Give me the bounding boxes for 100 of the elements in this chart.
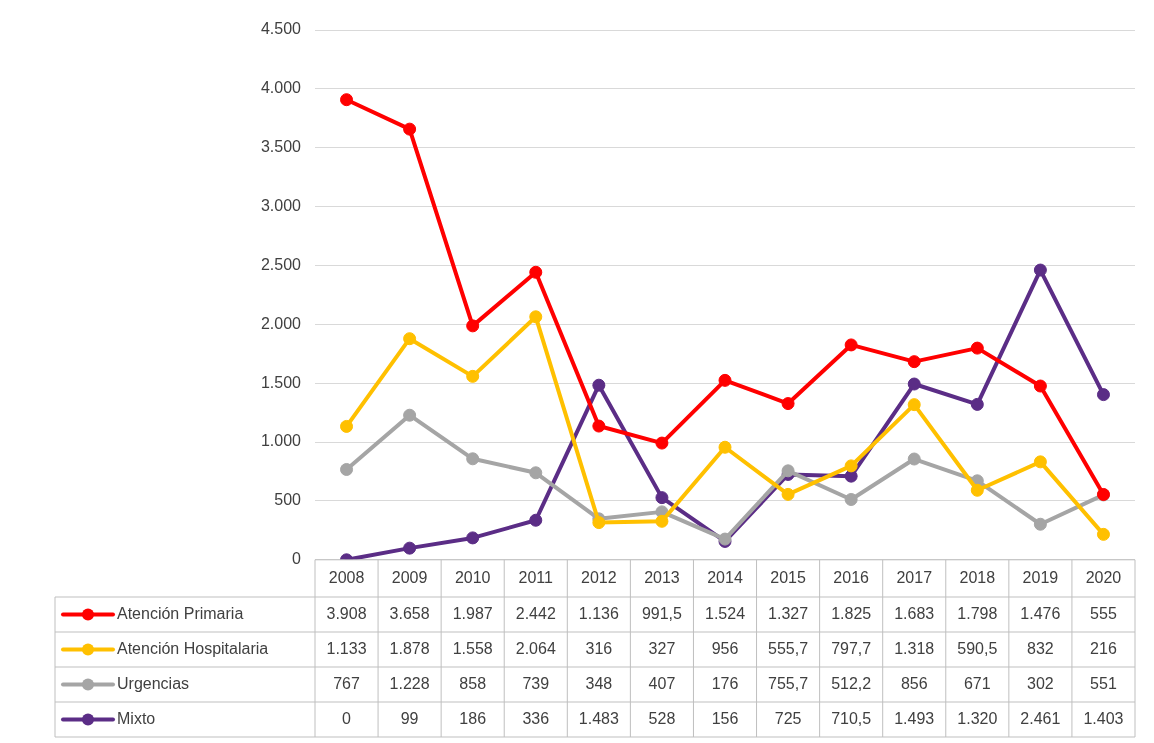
point [529, 310, 543, 324]
data-label: 739 [522, 674, 550, 692]
y-tick-label: 1.500 [260, 373, 302, 391]
point [1096, 527, 1110, 541]
data-label: 590,5 [957, 639, 998, 657]
data-label: 327 [648, 639, 676, 657]
point [655, 436, 669, 450]
data-label: 407 [648, 674, 676, 692]
data-label: 1.524 [704, 604, 746, 622]
y-tick-label: 3.500 [260, 138, 302, 156]
x-tick-label: 2020 [1085, 568, 1122, 586]
data-label: 1.136 [578, 604, 619, 622]
x-tick-label: 2008 [328, 568, 365, 586]
data-label: 1.987 [452, 604, 493, 622]
data-label: 528 [648, 709, 676, 727]
data-label: 555,7 [768, 639, 809, 657]
data-label: 2.442 [515, 604, 556, 622]
data-label: 1.320 [957, 709, 998, 727]
point [781, 487, 795, 501]
data-label: 1.483 [578, 709, 619, 727]
data-label: 1.476 [1020, 604, 1061, 622]
point [970, 483, 984, 497]
point [592, 419, 606, 433]
x-tick-label: 2017 [896, 568, 933, 586]
y-tick-label: 4.500 [260, 20, 302, 38]
data-label: 216 [1090, 639, 1117, 657]
point [970, 341, 984, 355]
data-label: 767 [333, 674, 360, 692]
data-label: 316 [585, 639, 613, 657]
y-tick-label: 1.000 [260, 432, 302, 450]
point [970, 397, 984, 411]
data-label: 99 [400, 709, 419, 727]
data-label: 856 [900, 674, 928, 692]
data-label: 156 [711, 709, 739, 727]
point [340, 419, 354, 433]
point [844, 469, 858, 483]
data-label: 858 [459, 674, 487, 692]
data-label: 186 [459, 709, 487, 727]
x-tick-label: 2012 [581, 568, 617, 586]
point [592, 516, 606, 530]
point [907, 355, 921, 369]
data-label: 551 [1090, 674, 1117, 692]
point [403, 541, 417, 555]
point [1033, 455, 1047, 469]
legend-label: Atención Primaria [117, 604, 244, 622]
x-tick-label: 2018 [959, 568, 996, 586]
y-tick-label: 0 [292, 550, 302, 568]
data-label: 512,2 [831, 674, 872, 692]
x-tick-label: 2014 [707, 568, 743, 586]
data-label: 710,5 [831, 709, 872, 727]
y-tick-label: 4.000 [260, 79, 302, 97]
point [1096, 388, 1110, 402]
point [718, 440, 732, 454]
point [844, 338, 858, 352]
point [1033, 517, 1047, 531]
data-label: 1.825 [831, 604, 872, 622]
point [781, 397, 795, 411]
point [403, 332, 417, 346]
point [529, 466, 543, 480]
data-label: 1.228 [389, 674, 430, 692]
data-label: 1.133 [326, 639, 367, 657]
data-label: 2.064 [515, 639, 556, 657]
point [844, 459, 858, 473]
data-label: 1.558 [452, 639, 493, 657]
point [466, 369, 480, 383]
point [907, 452, 921, 466]
data-label: 1.683 [894, 604, 935, 622]
point [340, 93, 354, 107]
point [466, 531, 480, 545]
point [844, 493, 858, 506]
point [466, 319, 480, 333]
x-tick-label: 2019 [1022, 568, 1059, 586]
legend-label: Atención Hospitalaria [117, 639, 269, 657]
point [1033, 263, 1047, 277]
data-label: 302 [1027, 674, 1054, 692]
data-label: 3.908 [326, 604, 367, 622]
x-tick-label: 2013 [644, 568, 680, 586]
legend-label: Mixto [117, 709, 156, 727]
data-label: 1.318 [894, 639, 935, 657]
point [529, 265, 543, 279]
point [466, 452, 480, 466]
x-tick-label: 2015 [770, 568, 806, 586]
point [403, 408, 417, 422]
x-tick-label: 2010 [454, 568, 491, 586]
point [592, 378, 606, 392]
point [655, 491, 669, 505]
data-label: 725 [774, 709, 802, 727]
data-label: 1.878 [389, 639, 430, 657]
data-label: 2.461 [1020, 709, 1061, 727]
point [907, 377, 921, 391]
y-tick-label: 2.500 [260, 255, 302, 273]
point [403, 122, 417, 136]
legend-label: Urgencias [117, 674, 190, 692]
data-label: 991,5 [641, 604, 683, 622]
data-label: 832 [1027, 639, 1054, 657]
point [340, 463, 354, 476]
data-label: 336 [522, 709, 550, 727]
point [1033, 379, 1047, 393]
point [529, 513, 543, 527]
data-label: 1.403 [1083, 709, 1124, 727]
